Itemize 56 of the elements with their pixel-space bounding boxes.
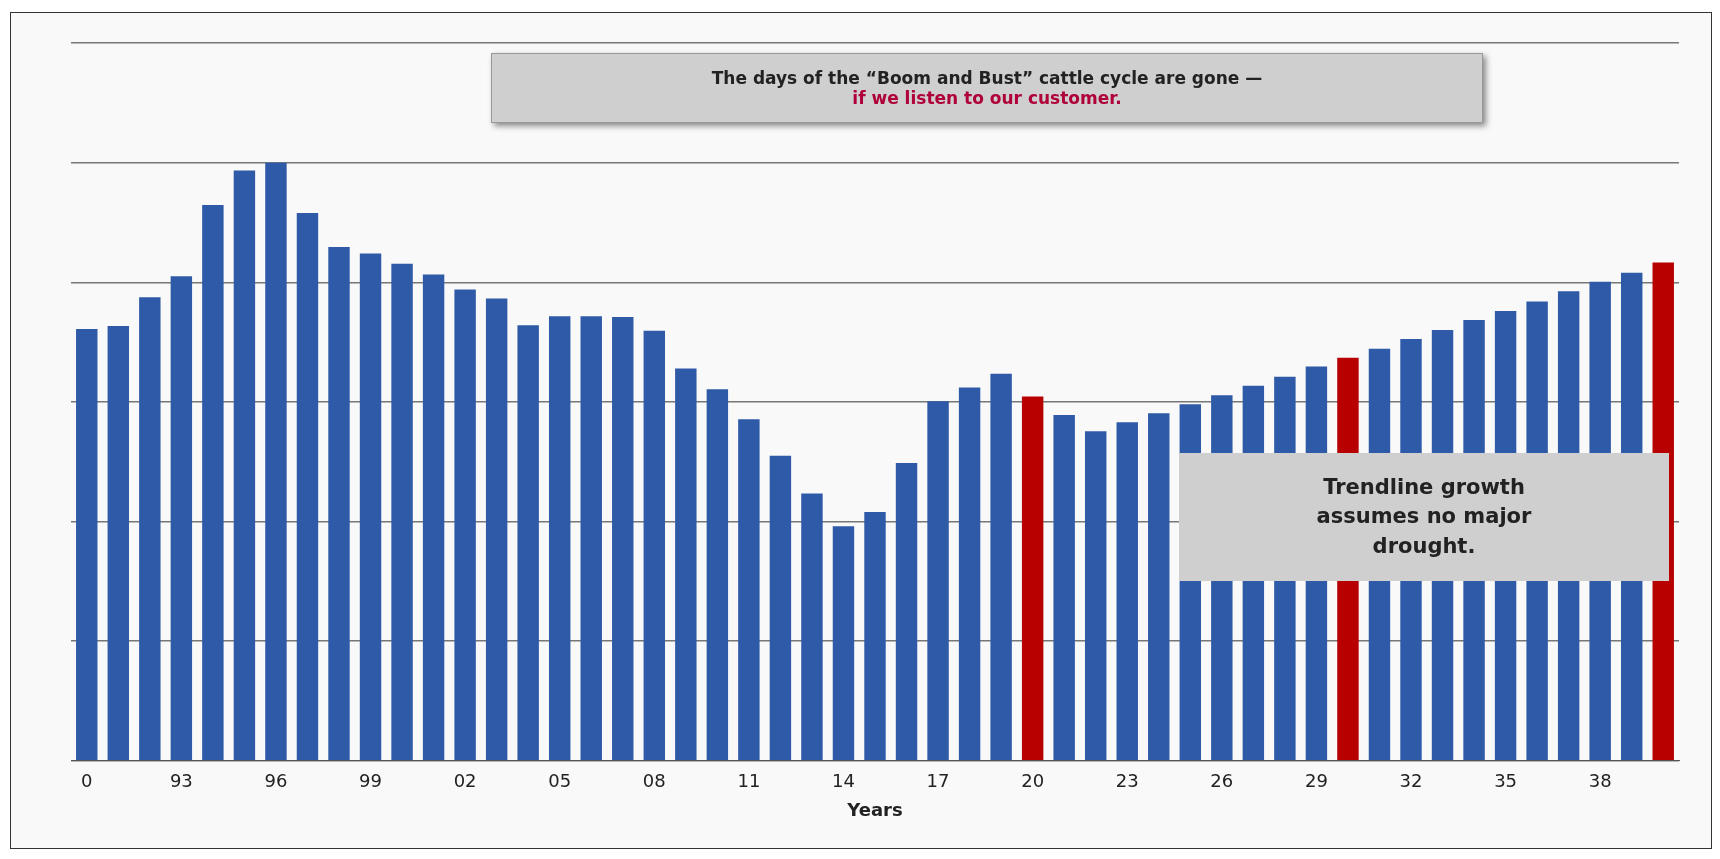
- x-axis-title: Years: [846, 798, 903, 820]
- x-tick-label: 02: [453, 770, 477, 792]
- bar: [296, 212, 319, 761]
- bar: [391, 263, 413, 761]
- x-tick-label: 93: [169, 770, 193, 792]
- bar: [864, 511, 886, 761]
- x-tick-label: 32: [1399, 770, 1423, 792]
- x-tick-label: 38: [1588, 770, 1612, 792]
- x-tick-label: 23: [1115, 770, 1139, 792]
- bar: [1116, 422, 1138, 761]
- bar: [643, 330, 666, 761]
- bar: [958, 387, 981, 761]
- callout-box: The days of the “Boom and Bust” cattle cycle are gone — if we listen to our customer.: [491, 53, 1483, 123]
- x-tick-label: 99: [359, 770, 382, 792]
- bar: [1021, 396, 1044, 761]
- bar: [706, 389, 729, 761]
- bar: [612, 316, 634, 761]
- bar: [1084, 431, 1107, 761]
- x-tick-label: 14: [832, 770, 855, 792]
- x-tick-label: 26: [1210, 770, 1234, 792]
- bar: [454, 289, 476, 761]
- bar: [359, 253, 382, 761]
- bar: [202, 205, 224, 761]
- x-tick-label: 96: [264, 770, 288, 792]
- bar: [265, 162, 287, 761]
- bar: [580, 316, 602, 761]
- x-tick-label: 17: [926, 770, 950, 792]
- bar: [769, 455, 792, 761]
- bar: [1148, 413, 1170, 761]
- callout-box: Trendline growth assumes no major drought.: [1179, 453, 1669, 582]
- bar: [328, 246, 350, 761]
- bar: [1053, 415, 1075, 761]
- x-tick-label: 29: [1304, 770, 1328, 792]
- bar: [801, 493, 823, 761]
- bar: [832, 526, 855, 761]
- bar: [517, 325, 539, 761]
- annotation: Trendline growth assumes no major drought.: [1315, 474, 1533, 560]
- x-tick-label: 20: [1021, 770, 1045, 792]
- x-tick-label: 05: [548, 770, 572, 792]
- x-tick-label: 35: [1494, 770, 1518, 792]
- bar: [990, 373, 1012, 761]
- bar: [548, 316, 571, 761]
- bar: [76, 328, 98, 761]
- x-tick-label: 08: [642, 770, 666, 792]
- bar: [895, 462, 918, 761]
- bar: [485, 298, 508, 761]
- bar: [738, 419, 760, 761]
- bar: [927, 401, 949, 761]
- bar: [675, 368, 697, 761]
- x-tick-label: 0: [81, 770, 93, 792]
- bar: [107, 325, 130, 761]
- bar: [422, 274, 445, 761]
- x-tick-label: 11: [737, 770, 761, 792]
- bar: [170, 276, 193, 761]
- bar: [139, 297, 161, 761]
- bar: [233, 170, 256, 761]
